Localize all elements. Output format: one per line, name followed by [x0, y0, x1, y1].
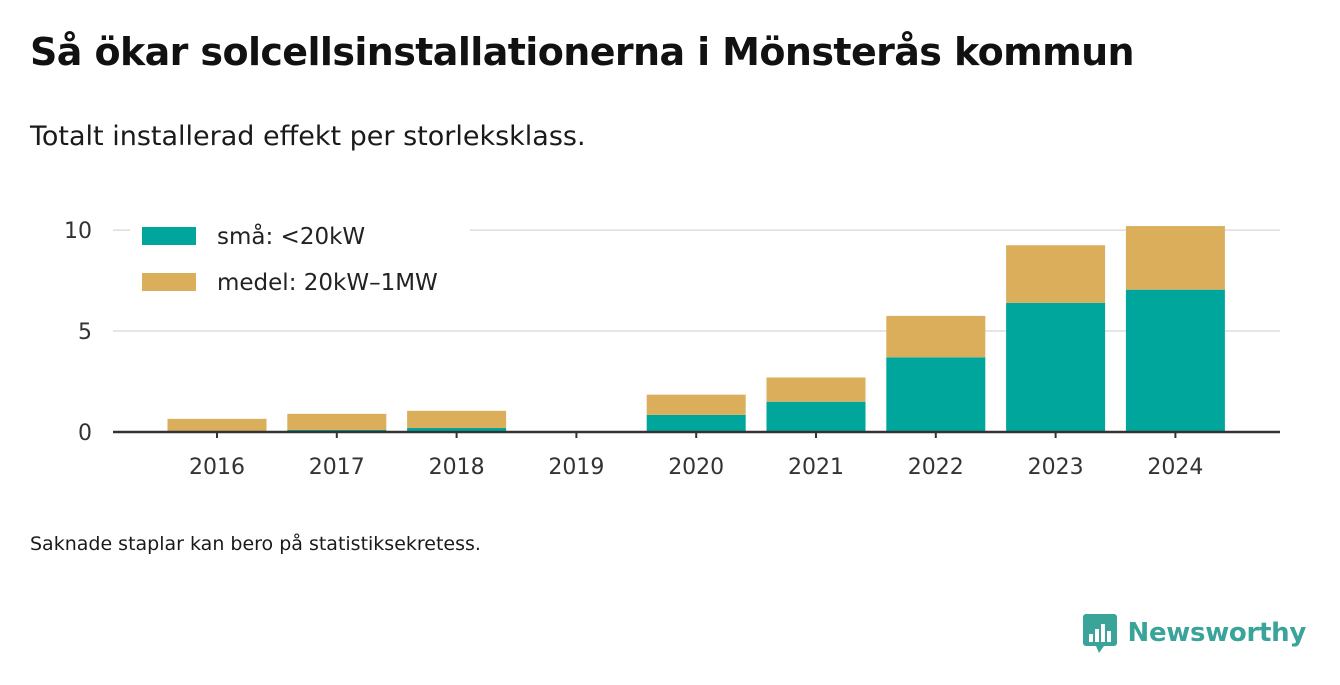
x-tick-label: 2018: [429, 455, 485, 480]
x-tick-label: 2022: [908, 455, 964, 480]
brand-name: Newsworthy: [1127, 618, 1307, 648]
chart-subtitle: Totalt installerad effekt per storlekskl…: [30, 121, 586, 152]
bar-small-2021: [766, 401, 866, 432]
bar-small-2020: [646, 414, 746, 432]
bar-medium-2023: [1006, 245, 1106, 303]
x-tick-label: 2017: [309, 455, 365, 480]
y-tick-label: 0: [78, 421, 92, 446]
chart-area: 0 5 10 2016 2017 2018 2019 2020 2021 2022 2023 2024…: [0, 200, 1340, 500]
legend-label-medium: medel: 20kW–1MW: [217, 270, 438, 296]
axes: 0 5 10 2016 2017 2018 2019 2020 2021 2022 2023 2024: [64, 219, 1280, 480]
chart-title: Så ökar solcellsinstallationerna i Mönst…: [30, 30, 1135, 74]
legend-label-small: små: <20kW: [217, 222, 365, 250]
bar-medium-2016: [167, 418, 267, 431]
x-tick-label: 2021: [788, 455, 844, 480]
bar-medium-2020: [646, 394, 746, 415]
bar-small-2022: [886, 357, 986, 432]
x-tick-label: 2016: [189, 455, 245, 480]
x-tick-label: 2020: [668, 455, 724, 480]
x-tick-label: 2023: [1028, 455, 1084, 480]
bar-medium-2021: [766, 377, 866, 402]
stacked-bar-chart: 0 5 10 2016 2017 2018 2019 2020 2021 2022 2023 2024…: [64, 218, 1280, 480]
bar-medium-2017: [287, 413, 387, 430]
x-tick-label: 2019: [548, 455, 604, 480]
brand-logo: Newsworthy: [1082, 612, 1306, 654]
x-tick-label: 2024: [1147, 455, 1203, 480]
newsworthy-logo-icon: [1082, 614, 1117, 653]
y-tick-label: 5: [78, 320, 92, 345]
footnote: Saknade staplar kan bero på statistiksek…: [30, 533, 481, 555]
legend-swatch-medium: [142, 273, 196, 291]
legend: små: <20kW medel: 20kW–1MW: [130, 218, 470, 296]
legend-swatch-small: [142, 227, 196, 245]
bar-medium-2022: [886, 315, 986, 358]
bars: [167, 226, 1225, 432]
bar-small-2018: [407, 427, 507, 432]
bar-small-2024: [1125, 289, 1225, 432]
bar-small-2023: [1006, 302, 1106, 432]
bar-medium-2018: [407, 410, 507, 428]
y-tick-label: 10: [64, 219, 92, 244]
bar-medium-2024: [1125, 226, 1225, 290]
